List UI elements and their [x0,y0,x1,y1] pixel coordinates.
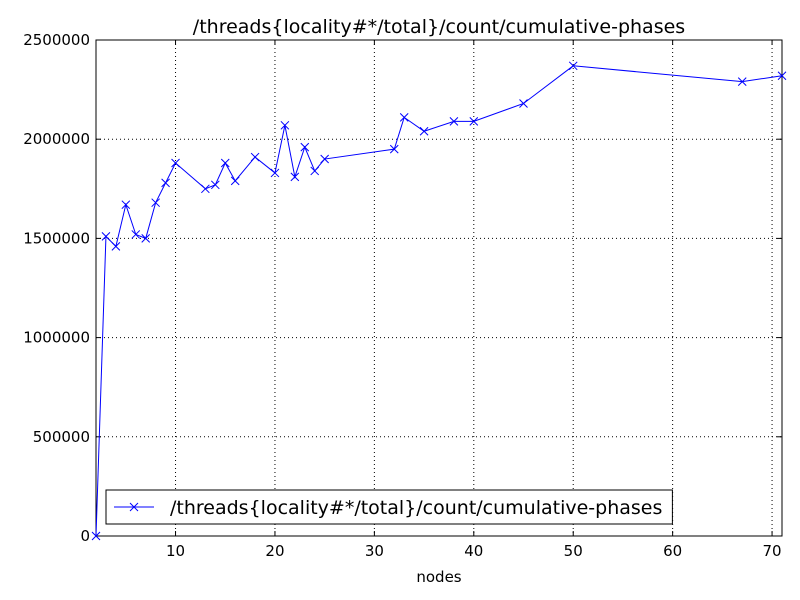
x-tick-label: 60 [663,542,682,560]
data-point [280,120,290,130]
data-point [389,144,399,154]
chart-title: /threads{locality#*/total}/count/cumulat… [193,16,685,38]
data-point [320,154,330,164]
x-tick-label: 50 [564,542,583,560]
legend-label: /threads{locality#*/total}/count/cumulat… [170,497,662,519]
data-point [568,61,578,71]
x-tick-label: 70 [763,542,782,560]
data-point [91,531,101,541]
data-point [310,166,320,176]
legend-marker [129,502,139,512]
data-point [101,232,111,241]
legend-box [105,489,673,525]
data-point [777,71,787,81]
data-point [171,158,180,168]
data-point [161,178,170,188]
data-point [519,99,528,108]
y-tick-label: 0 [80,527,90,545]
series-line [95,65,783,537]
data-point [449,116,459,126]
data-point [399,113,409,122]
x-tick-label: 20 [265,542,284,560]
x-axis-label: nodes [416,568,461,586]
data-point [737,77,747,87]
data-point [121,200,131,210]
data-point [230,176,240,186]
y-tick-label: 2500000 [23,31,90,49]
x-tick-label: 40 [464,542,483,560]
x-tick-label: 30 [365,542,384,560]
y-tick-label: 1000000 [23,329,90,347]
legend: /threads{locality#*/total}/count/cumulat… [105,489,673,525]
plot-frame [95,39,783,537]
y-tick-label: 2000000 [23,130,90,148]
data-point [201,184,210,194]
y-tick-label: 1500000 [23,229,90,247]
data-point [210,180,220,190]
data-point [151,198,161,208]
data-point [290,172,300,182]
data-point [469,116,479,126]
data-point [300,142,310,152]
data-point [270,168,280,178]
y-tick-label: 500000 [33,428,90,446]
data-point [131,230,141,239]
data-point [220,158,230,168]
data-point [250,152,260,162]
x-tick-label: 10 [166,542,185,560]
data-point [419,126,429,136]
data-point [111,241,121,251]
data-point [141,234,151,243]
